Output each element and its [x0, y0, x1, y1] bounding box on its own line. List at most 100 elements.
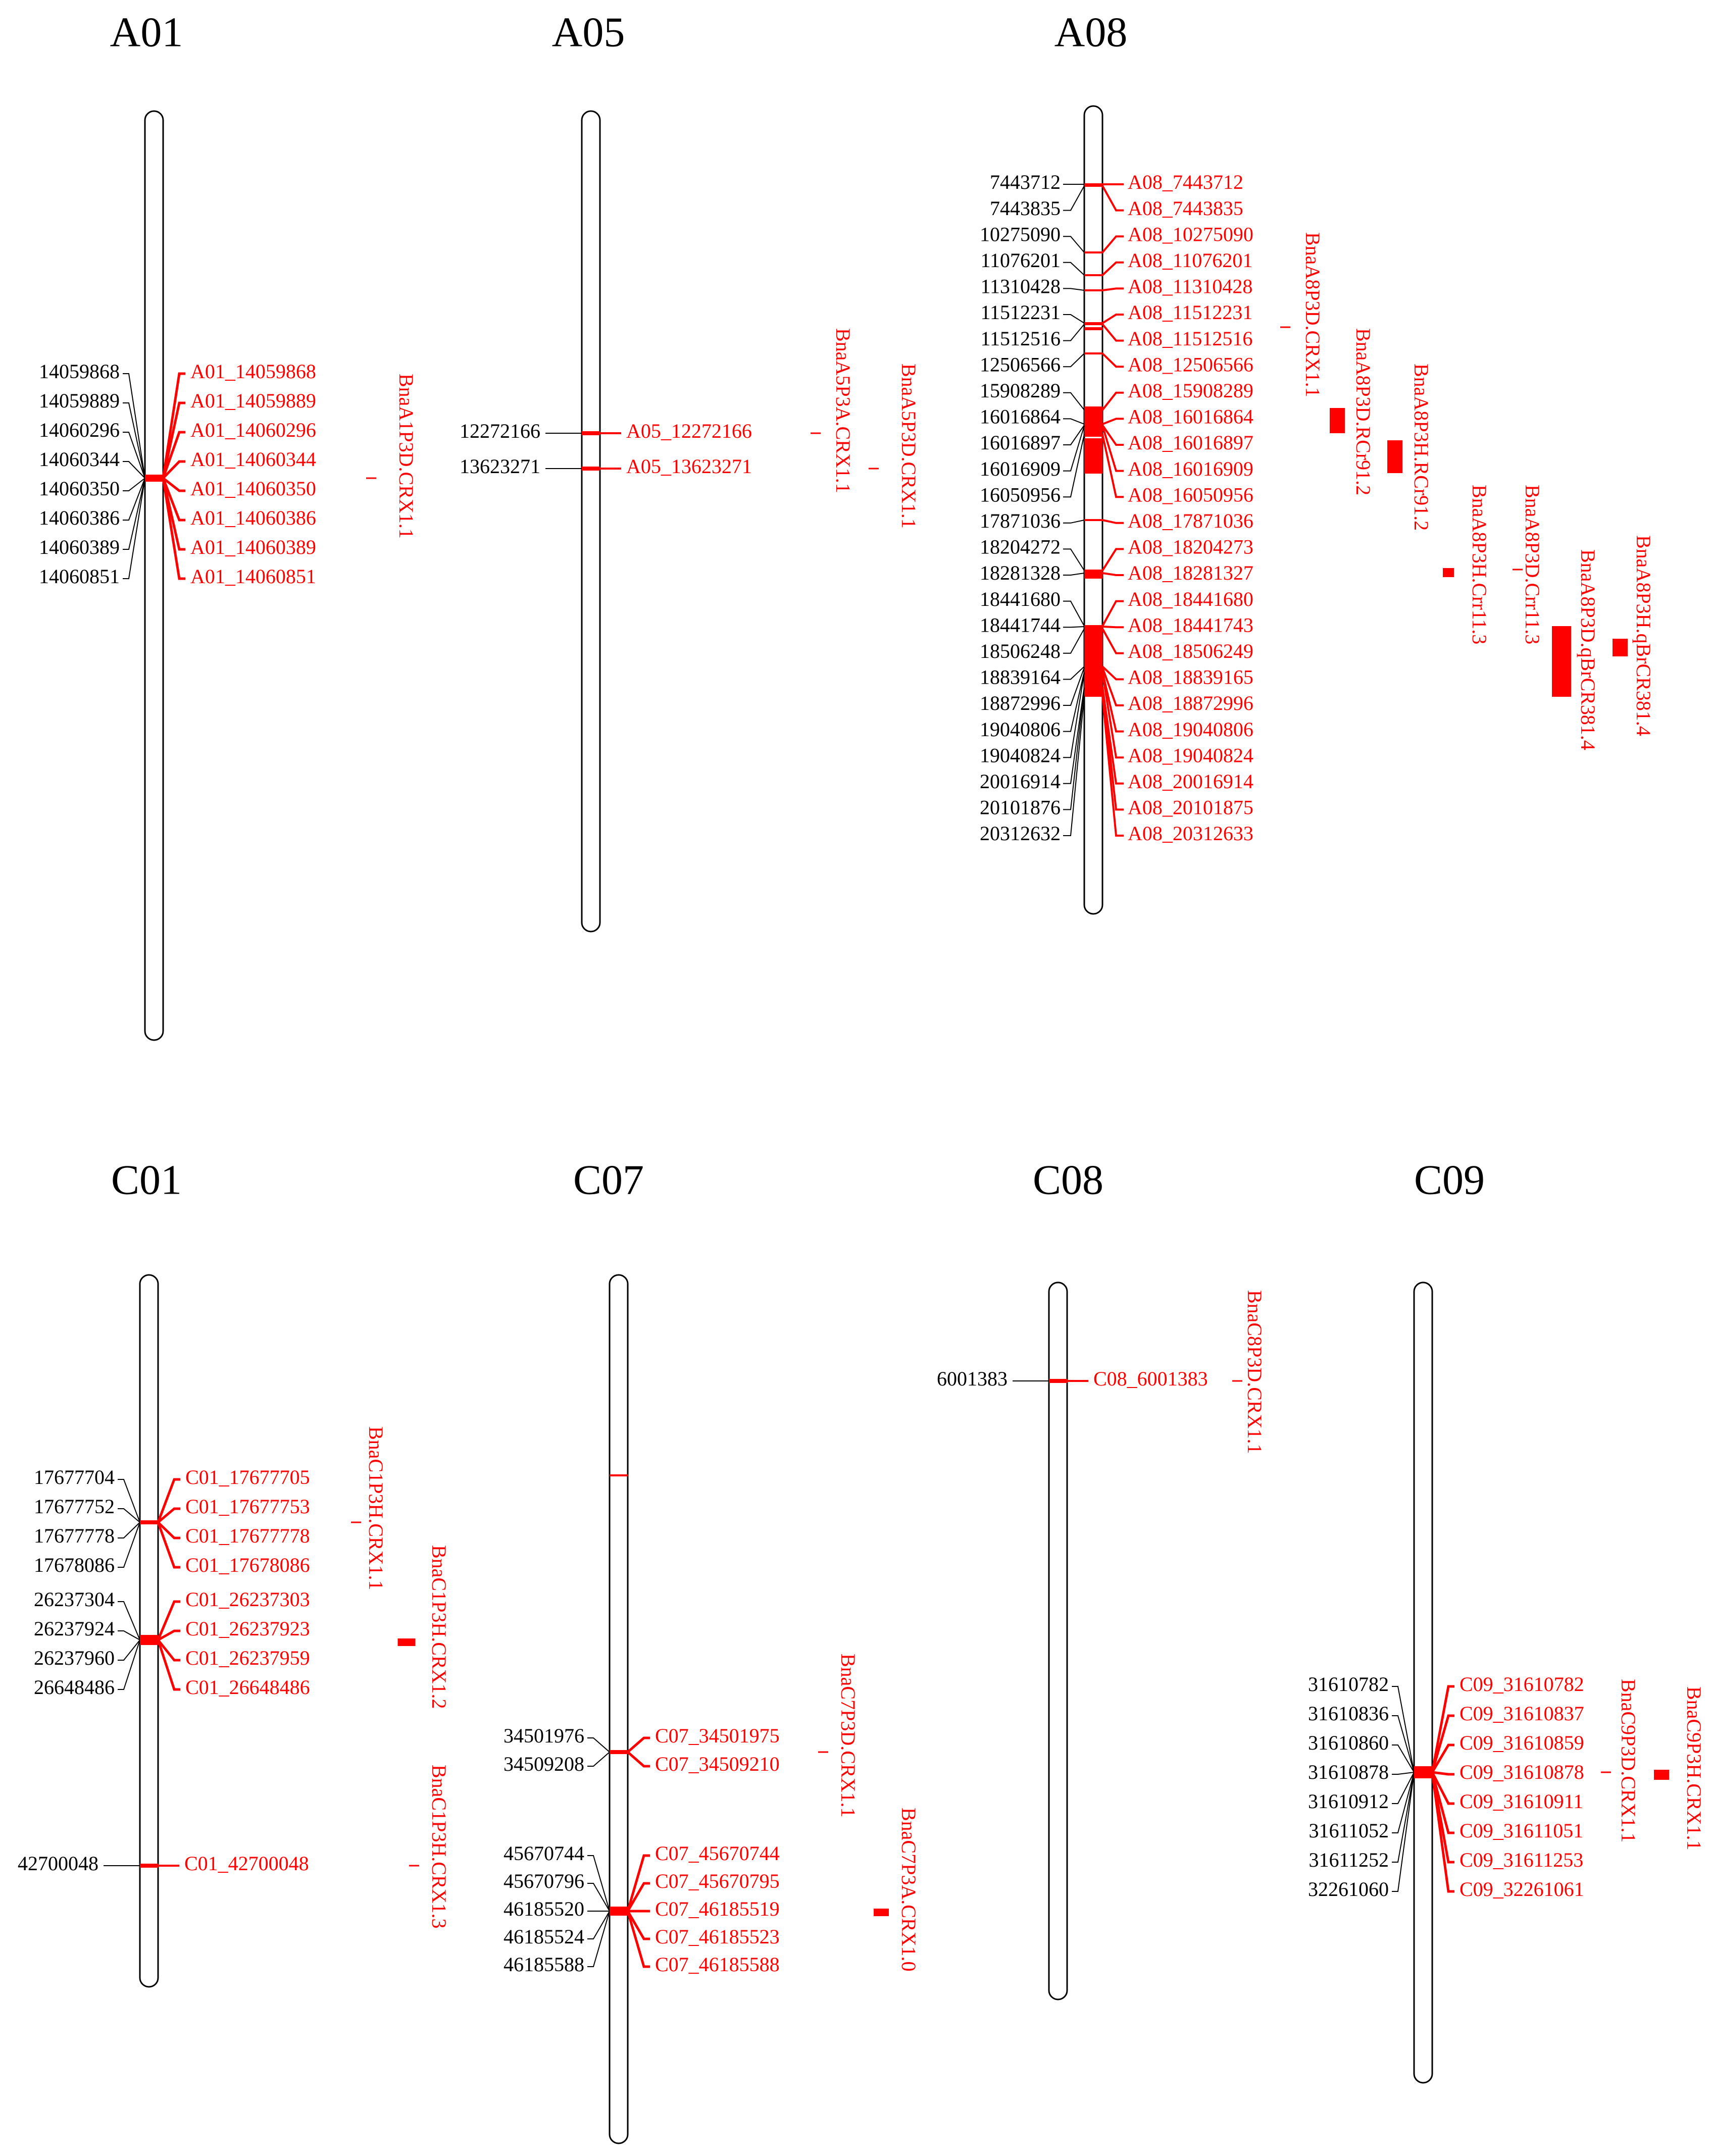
position-label: 18441680 [980, 588, 1061, 610]
marker-label: C07_45670795 [655, 1870, 780, 1892]
position-label: 17871036 [980, 509, 1061, 532]
marker-label: C07_46185523 [655, 1925, 780, 1948]
qtl-label: BnaC9P3D.CRX1.1 [1617, 1679, 1640, 1843]
position-label: 42700048 [18, 1852, 98, 1875]
qtl-label: BnaA8P3H.Crr11.3 [1468, 485, 1491, 644]
marker-label: A08_15908289 [1128, 379, 1253, 402]
position-leader [1392, 1772, 1415, 1892]
position-leader [118, 1630, 140, 1640]
chromosome-title: C01 [111, 1156, 182, 1203]
qtl-label: BnaA8P3D.qBrCR381.4 [1577, 549, 1599, 750]
marker-label: C07_46185519 [655, 1897, 780, 1920]
marker-label: A08_19040824 [1128, 744, 1253, 766]
position-leader [1063, 262, 1085, 276]
marker-label: C01_17677753 [185, 1495, 310, 1518]
marker-label: A08_18506249 [1128, 640, 1253, 662]
position-leader [123, 432, 145, 479]
marker-label: A01_14060296 [190, 419, 316, 441]
chromosome-title: A01 [110, 9, 183, 56]
marker-leader [1431, 1714, 1454, 1773]
marker-label: A01_14059868 [190, 360, 316, 383]
position-label: 16016864 [980, 405, 1061, 428]
position-label: 11310428 [980, 275, 1061, 298]
position-leader [118, 1639, 140, 1690]
marker-leader [162, 478, 185, 551]
chromosome-body [581, 110, 601, 933]
marker-label: C09_32261061 [1460, 1878, 1584, 1901]
position-leader [1063, 628, 1085, 654]
marker-leader [1102, 418, 1124, 425]
marker-label: A05_12272166 [626, 420, 752, 442]
position-label: 46185520 [504, 1897, 584, 1920]
marker-leader [1431, 1772, 1454, 1864]
position-leader [123, 461, 145, 479]
marker-leader [627, 1751, 650, 1768]
qtl-label: BnaA1P3D.CRX1.1 [395, 374, 418, 539]
position-leader [1063, 324, 1085, 341]
marker-leader [1431, 1685, 1454, 1773]
marker-label: C07_45670744 [655, 1842, 780, 1865]
marker-label: C01_42700048 [184, 1852, 309, 1875]
position-leader [1063, 686, 1085, 784]
marker-label: A08_16016897 [1128, 431, 1253, 454]
marker-leader [1101, 352, 1124, 368]
marker-leader [1101, 185, 1124, 212]
position-label: 18281328 [980, 561, 1061, 584]
position-label: 20016914 [980, 770, 1061, 793]
marker-label: A08_19040806 [1128, 718, 1253, 741]
marker-leader [627, 1736, 650, 1753]
position-label: 26237304 [34, 1588, 115, 1611]
marker-label: A08_7443835 [1128, 197, 1243, 220]
marker-leader [1101, 667, 1124, 706]
marker-label: C09_31610837 [1460, 1702, 1584, 1725]
marker-band [140, 1864, 158, 1868]
position-label: 16016897 [980, 431, 1061, 454]
position-leader [1063, 392, 1085, 410]
marker-leader [1101, 671, 1124, 733]
marker-leader [1101, 314, 1124, 324]
qtl-label: BnaC1P3H.CRX1.1 [365, 1426, 387, 1590]
marker-band [610, 1907, 628, 1916]
chromosome-a01 [123, 110, 376, 1041]
position-label: 7443712 [990, 171, 1061, 193]
position-leader [1063, 671, 1085, 732]
position-leader [1063, 687, 1085, 810]
marker-band [1084, 406, 1102, 437]
position-label: 20312632 [980, 822, 1061, 845]
marker-leader [162, 477, 185, 492]
marker-leader [1101, 424, 1124, 446]
position-label: 18839164 [980, 666, 1061, 689]
marker-label: A08_16050956 [1128, 483, 1253, 506]
position-leader [1063, 600, 1085, 627]
marker-leader [1101, 672, 1124, 759]
marker-label: A08_20312633 [1128, 822, 1253, 845]
marker-leader [1101, 548, 1124, 572]
marker-band [1084, 438, 1102, 474]
position-label: 45670796 [504, 1870, 584, 1892]
position-leader [1063, 434, 1085, 498]
qtl-interval [874, 1909, 889, 1916]
position-label: 45670744 [504, 1842, 584, 1865]
marker-label: A08_18839165 [1128, 666, 1253, 689]
marker-label: A08_20016914 [1128, 770, 1253, 793]
position-label: 19040806 [980, 718, 1061, 741]
marker-label: C09_31610878 [1460, 1761, 1584, 1783]
position-label: 31610836 [1308, 1702, 1389, 1725]
position-label: 31610912 [1308, 1790, 1389, 1813]
qtl-interval [1552, 626, 1571, 697]
position-label: 31610782 [1308, 1673, 1389, 1696]
position-leader [1063, 573, 1085, 576]
marker-band [140, 1520, 158, 1524]
chromosome-c07 [587, 1274, 889, 2144]
marker-label: C09_31611051 [1460, 1819, 1583, 1842]
position-leader [1063, 353, 1085, 368]
chromosome-title: A08 [1054, 9, 1128, 56]
marker-label: C01_17678086 [185, 1554, 310, 1576]
marker-label: C01_26237923 [185, 1617, 310, 1640]
chromosome-a05 [545, 110, 879, 933]
marker-label: C09_31610859 [1460, 1731, 1584, 1754]
marker-label: A08_10275090 [1128, 223, 1253, 245]
position-leader [118, 1479, 140, 1523]
position-leader [123, 373, 145, 479]
